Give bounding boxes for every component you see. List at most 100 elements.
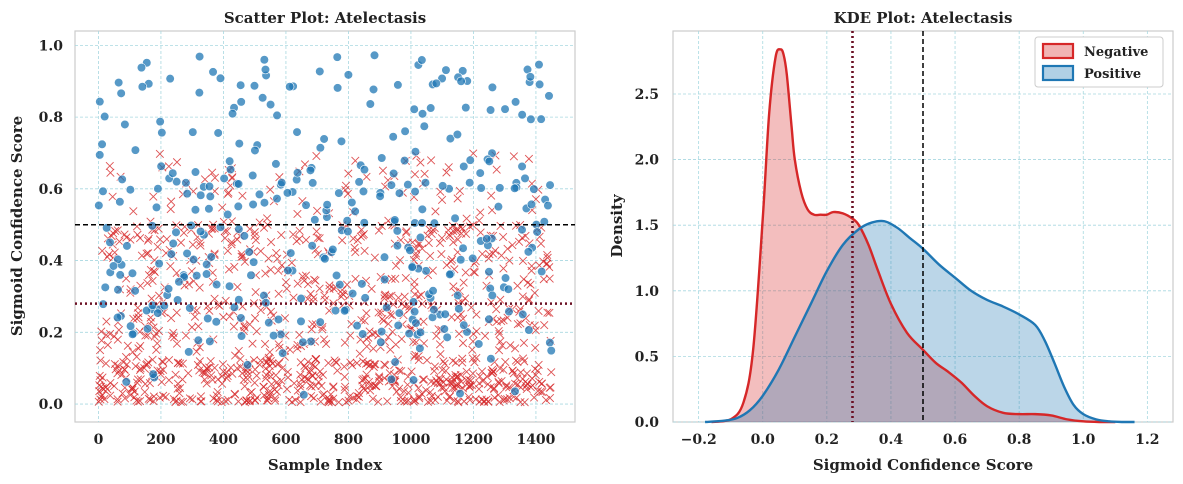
negative-point (98, 246, 107, 256)
positive-point (203, 313, 213, 324)
negative-point (422, 356, 432, 365)
positive-point (389, 168, 399, 179)
negative-point (173, 384, 182, 393)
negative-point (391, 274, 400, 283)
positive-point (236, 97, 246, 107)
positive-point (125, 185, 135, 195)
positive-point (194, 88, 204, 98)
positive-point (394, 308, 404, 318)
negative-point (313, 233, 322, 242)
negative-point (266, 265, 275, 274)
y-tick-label: 0.0 (39, 397, 64, 413)
negative-point (121, 352, 131, 362)
negative-point (132, 352, 141, 361)
negative-point (457, 377, 466, 386)
negative-point (350, 243, 359, 252)
negative-point (202, 364, 211, 373)
negative-point (213, 387, 222, 397)
negative-point (458, 354, 467, 363)
positive-point (190, 205, 201, 215)
positive-point (196, 226, 206, 237)
scatter-x-ticks: 0 200 400 600 800 1000 1200 1400 (94, 432, 556, 448)
kde-y-axis-label: Density (608, 193, 626, 258)
positive-point (334, 188, 344, 198)
negative-point (474, 216, 484, 225)
positive-point (442, 332, 452, 342)
positive-point (536, 114, 546, 124)
negative-point (166, 261, 175, 271)
negative-point (232, 364, 242, 373)
negative-point (414, 355, 423, 365)
positive-point (283, 265, 293, 276)
negative-point (296, 383, 306, 392)
negative-point (271, 396, 280, 405)
negative-point (312, 151, 321, 161)
negative-point (452, 227, 461, 236)
negative-point (454, 329, 464, 338)
positive-point (410, 186, 420, 197)
kde-negative-line (711, 48, 1116, 424)
positive-point (390, 357, 400, 367)
y-tick-label: 0.8 (39, 110, 63, 126)
positive-point (156, 161, 166, 171)
negative-point (161, 392, 170, 402)
negative-point (377, 221, 386, 231)
negative-point (533, 366, 542, 375)
negative-point (501, 357, 510, 367)
negative-point (136, 364, 145, 373)
negative-point (95, 387, 104, 396)
negative-point (229, 322, 238, 331)
negative-point (302, 235, 311, 245)
positive-point (495, 183, 505, 193)
positive-point (377, 153, 387, 163)
positive-point (453, 290, 463, 301)
positive-point (184, 347, 194, 357)
negative-point (482, 372, 491, 381)
kde-title: KDE Plot: Atelectasis (834, 9, 1013, 27)
positive-point (249, 257, 259, 267)
positive-point (529, 184, 539, 194)
negative-point (133, 375, 143, 384)
positive-point (484, 314, 494, 324)
positive-point (320, 254, 330, 264)
negative-point (395, 256, 405, 265)
positive-point (408, 375, 419, 385)
positive-point (115, 270, 125, 280)
negative-point (282, 385, 292, 394)
positive-point (121, 377, 131, 387)
positive-point (254, 189, 265, 200)
negative-point (418, 299, 427, 308)
negative-point (468, 345, 477, 354)
positive-point (157, 128, 167, 138)
negative-point (221, 296, 230, 306)
positive-point (452, 129, 463, 140)
negative-point (520, 357, 529, 366)
legend-negative-label: Negative (1084, 45, 1148, 60)
negative-point (300, 361, 309, 370)
positive-point (322, 200, 332, 210)
negative-point (157, 377, 166, 387)
positive-point (115, 197, 125, 207)
positive-point (419, 121, 429, 131)
negative-point (475, 372, 485, 381)
negative-point (291, 395, 300, 405)
negative-point (188, 240, 197, 249)
positive-point (386, 180, 397, 190)
positive-point (114, 77, 124, 88)
negative-point (195, 283, 204, 292)
positive-point (347, 197, 357, 208)
negative-point (223, 371, 232, 381)
negative-point (444, 163, 453, 172)
positive-point (342, 216, 352, 226)
negative-point (467, 303, 476, 312)
negative-point (272, 378, 282, 387)
positive-point (500, 273, 511, 283)
positive-point (476, 183, 486, 193)
negative-point (265, 387, 275, 396)
x-tick-label: 200 (146, 432, 175, 448)
positive-point (239, 231, 249, 241)
x-tick-label: 400 (209, 432, 238, 448)
negative-point (466, 376, 476, 385)
positive-point (126, 321, 136, 331)
negative-point (172, 158, 182, 167)
